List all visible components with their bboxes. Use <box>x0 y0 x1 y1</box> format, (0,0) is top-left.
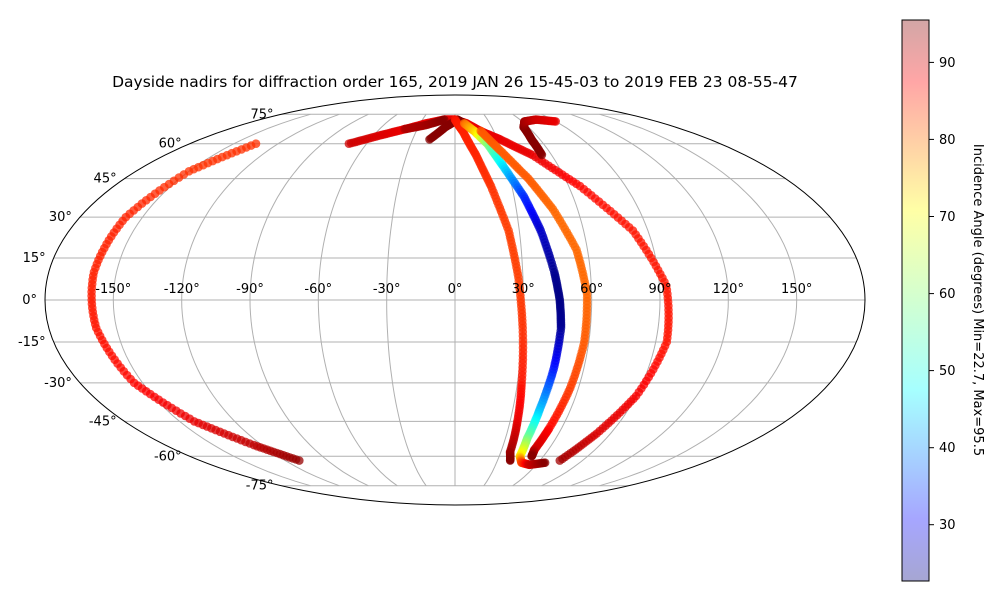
longitude-tick-label: -30° <box>373 282 401 297</box>
meridian-line <box>512 113 593 487</box>
nadir-point <box>295 456 304 465</box>
map-grid <box>45 113 865 487</box>
longitude-tick-label: 60° <box>580 282 603 297</box>
colorbar-tick-label: 30 <box>939 518 956 533</box>
longitude-tick-label: -150° <box>95 282 131 297</box>
meridian-line <box>317 113 398 487</box>
map-outline <box>44 94 866 506</box>
latitude-tick-label: 0° <box>22 293 37 308</box>
nadir-tracks <box>87 115 673 470</box>
longitude-tick-label: -60° <box>304 282 332 297</box>
longitude-tick-label: 90° <box>648 282 671 297</box>
colorbar-tick-label: 40 <box>939 441 956 456</box>
meridian-line <box>181 113 340 487</box>
colorbar-tick-label: 50 <box>939 364 956 379</box>
longitude-tick-label: 150° <box>781 282 812 297</box>
latitude-tick-label: -15° <box>18 335 46 350</box>
colorbar-ticks: 30 40 50 60 70 80 90 <box>929 56 956 533</box>
nadir-point <box>540 458 550 468</box>
longitude-tick-label: 0° <box>448 282 463 297</box>
colorbar-label: Incidence Angle (degrees) Min=22.7, Max=… <box>970 144 985 456</box>
latitude-tick-label: -30° <box>44 376 72 391</box>
latitude-tick-label: 45° <box>94 172 117 187</box>
meridian-line <box>386 114 427 486</box>
longitude-tick-labels: -150° -120° -90° -60° -30° 0° 30° 60° 90° 120° 150… <box>95 282 812 297</box>
longitude-tick-label: 120° <box>713 282 744 297</box>
colorbar-tick-label: 70 <box>939 210 956 225</box>
latitude-tick-label: 60° <box>159 137 182 152</box>
latitude-tick-label: -60° <box>154 449 182 464</box>
meridian-line <box>599 113 798 487</box>
longitude-tick-label: -120° <box>164 282 200 297</box>
colorbar-tick-label: 60 <box>939 287 956 302</box>
nadir-point <box>505 456 515 465</box>
latitude-tick-label: 15° <box>23 251 46 266</box>
nadir-point <box>527 452 536 461</box>
colorbar-gradient <box>901 19 930 582</box>
latitude-tick-label: 75° <box>250 107 273 122</box>
latitude-tick-label: -75° <box>246 479 274 494</box>
meridian-line <box>249 113 369 487</box>
latitude-tick-label: 30° <box>49 210 72 225</box>
longitude-tick-label: -90° <box>236 282 264 297</box>
colorbar: 30 40 50 60 70 80 90 Incidence Angle (degrees)… <box>901 19 985 582</box>
nadir-point <box>551 117 560 126</box>
nadir-point <box>555 456 565 465</box>
colorbar-tick-label: 80 <box>939 133 956 148</box>
meridian-line <box>570 113 729 487</box>
latitude-tick-labels: 75° 60° 45° 30° 15° 0° -15° -30° -45° -60° -75° <box>18 107 274 493</box>
chart-title: Dayside nadirs for diffraction order 165… <box>112 73 798 91</box>
latitude-tick-label: -45° <box>89 414 117 429</box>
longitude-tick-label: 30° <box>512 282 535 297</box>
meridian-line <box>541 113 661 487</box>
colorbar-tick-label: 90 <box>939 56 956 71</box>
